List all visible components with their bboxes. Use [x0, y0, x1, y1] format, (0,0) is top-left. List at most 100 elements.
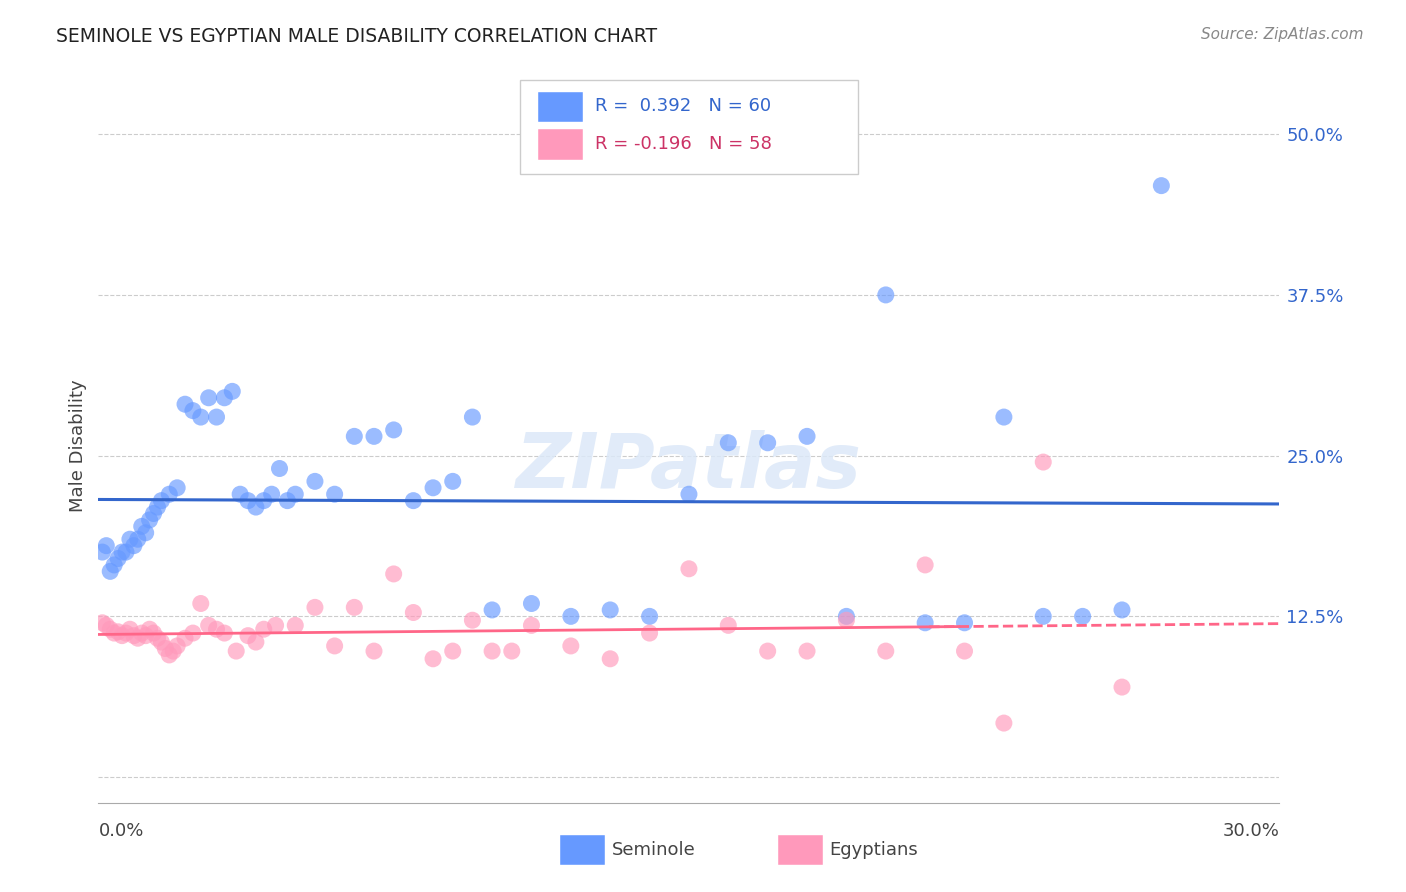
Point [236, 629, 259, 643]
Point [717, 618, 740, 632]
Point [166, 639, 188, 653]
Point [157, 648, 180, 662]
Point [363, 644, 385, 658]
Point [197, 391, 219, 405]
Point [796, 644, 818, 658]
Point [1111, 603, 1133, 617]
Point [304, 600, 326, 615]
Point [91, 615, 114, 630]
Point [205, 622, 228, 636]
Point [138, 513, 160, 527]
Point [150, 635, 173, 649]
Point [98, 622, 121, 636]
Point [993, 716, 1015, 731]
Point [118, 622, 141, 636]
Point [111, 629, 134, 643]
Point [835, 609, 858, 624]
Point [131, 519, 153, 533]
Point [229, 487, 252, 501]
Point [953, 615, 976, 630]
Point [756, 644, 779, 658]
Point [323, 487, 346, 501]
Point [481, 603, 503, 617]
Text: R = -0.196   N = 58: R = -0.196 N = 58 [595, 135, 772, 153]
Point [520, 597, 543, 611]
Point [402, 493, 425, 508]
Point [1071, 609, 1094, 624]
Text: R =  0.392   N = 60: R = 0.392 N = 60 [595, 97, 770, 115]
Point [174, 631, 197, 645]
Point [441, 644, 464, 658]
Point [914, 615, 936, 630]
Point [796, 429, 818, 443]
Point [96, 539, 118, 553]
Point [253, 493, 276, 508]
Point [166, 481, 188, 495]
Point [162, 644, 184, 658]
Point [181, 626, 204, 640]
Point [190, 597, 212, 611]
Point [111, 545, 134, 559]
Point [756, 435, 779, 450]
Point [127, 631, 149, 645]
Point [103, 558, 125, 572]
Point [260, 487, 283, 501]
Point [155, 641, 177, 656]
Point [245, 635, 267, 649]
Point [461, 613, 484, 627]
Point [678, 487, 700, 501]
Point [225, 644, 247, 658]
Point [638, 609, 661, 624]
Point [678, 562, 700, 576]
Point [157, 487, 180, 501]
Point [264, 618, 287, 632]
Point [914, 558, 936, 572]
Point [599, 652, 621, 666]
Point [638, 626, 661, 640]
Point [96, 618, 118, 632]
Point [103, 626, 125, 640]
Point [875, 288, 897, 302]
Point [1032, 455, 1054, 469]
Point [214, 626, 236, 640]
Point [138, 622, 160, 636]
Point [253, 622, 276, 636]
Text: 30.0%: 30.0% [1223, 822, 1279, 840]
Point [122, 629, 145, 643]
Point [91, 545, 114, 559]
Point [214, 391, 236, 405]
Point [1111, 680, 1133, 694]
Point [276, 493, 298, 508]
Point [115, 626, 138, 640]
Point [131, 626, 153, 640]
Point [174, 397, 197, 411]
Text: ZIPatlas: ZIPatlas [516, 431, 862, 504]
Point [142, 507, 165, 521]
Point [190, 410, 212, 425]
Point [135, 525, 157, 540]
Point [520, 618, 543, 632]
Point [382, 423, 405, 437]
Point [118, 533, 141, 547]
Point [717, 435, 740, 450]
Point [107, 551, 129, 566]
Point [953, 644, 976, 658]
Point [461, 410, 484, 425]
Point [993, 410, 1015, 425]
Point [422, 652, 444, 666]
Point [481, 644, 503, 658]
Point [382, 566, 405, 581]
Point [142, 626, 165, 640]
Point [115, 545, 138, 559]
Point [245, 500, 267, 514]
Point [560, 609, 582, 624]
Y-axis label: Male Disability: Male Disability [69, 380, 87, 512]
Point [304, 475, 326, 489]
Point [236, 493, 259, 508]
Text: 0.0%: 0.0% [98, 822, 143, 840]
Point [205, 410, 228, 425]
Point [363, 429, 385, 443]
Point [122, 539, 145, 553]
Point [221, 384, 243, 399]
Point [1150, 178, 1173, 193]
